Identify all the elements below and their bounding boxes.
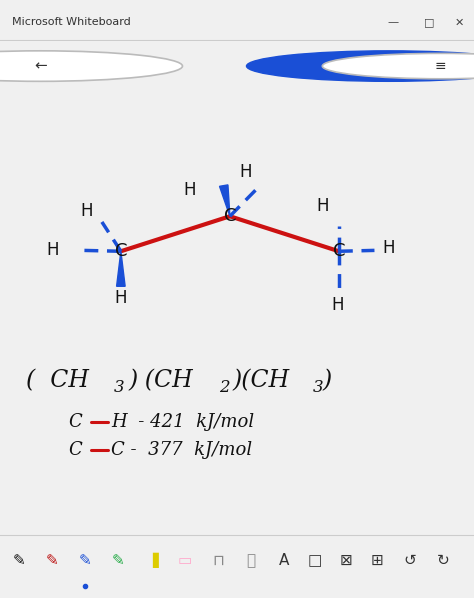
Text: ≡: ≡	[435, 59, 447, 73]
Polygon shape	[117, 251, 125, 286]
Text: ⊠: ⊠	[340, 553, 352, 568]
Text: 3: 3	[114, 379, 124, 396]
Text: C: C	[69, 413, 82, 431]
Text: ) (CH: ) (CH	[128, 369, 193, 392]
Polygon shape	[219, 185, 230, 216]
Text: H: H	[47, 242, 59, 260]
Circle shape	[322, 53, 474, 79]
Text: H: H	[239, 163, 252, 181]
Text: 3: 3	[313, 379, 323, 396]
Text: ⌖: ⌖	[246, 553, 256, 568]
Text: ✕: ✕	[454, 17, 464, 28]
Text: □: □	[308, 553, 322, 568]
Text: C: C	[115, 242, 127, 260]
Text: ←: ←	[34, 59, 46, 74]
Text: H: H	[383, 239, 395, 257]
Text: C: C	[224, 208, 236, 225]
Text: H  - 421  kJ/mol: H - 421 kJ/mol	[111, 413, 255, 431]
Circle shape	[0, 51, 182, 81]
Circle shape	[246, 51, 474, 81]
Text: A: A	[279, 553, 290, 568]
Text: ⚲: ⚲	[383, 59, 394, 73]
Text: ▐: ▐	[146, 553, 157, 568]
Text: Microsoft Whiteboard: Microsoft Whiteboard	[12, 17, 131, 28]
Text: ↻: ↻	[437, 553, 449, 568]
Text: ⊞: ⊞	[371, 553, 383, 568]
Text: ): )	[322, 369, 332, 392]
Text: □: □	[424, 17, 434, 28]
Text: H: H	[115, 289, 127, 307]
Text: H: H	[316, 197, 328, 215]
Text: C -  377  kJ/mol: C - 377 kJ/mol	[111, 441, 253, 459]
Text: H: H	[80, 202, 92, 219]
Text: (  CH: ( CH	[26, 369, 89, 392]
Text: ✎: ✎	[46, 553, 58, 568]
Text: ⊓: ⊓	[212, 553, 224, 568]
Text: C: C	[69, 441, 82, 459]
Text: ✎: ✎	[79, 553, 91, 568]
Text: H: H	[183, 181, 196, 199]
Text: ✎: ✎	[112, 553, 125, 568]
Text: H: H	[331, 296, 344, 314]
Text: ↺: ↺	[404, 553, 416, 568]
Text: ▭: ▭	[178, 553, 192, 568]
Text: )(CH: )(CH	[232, 369, 290, 392]
Text: C: C	[333, 242, 345, 260]
Text: —: —	[388, 17, 399, 28]
Text: 2: 2	[219, 379, 229, 396]
Text: ✎: ✎	[13, 553, 25, 568]
